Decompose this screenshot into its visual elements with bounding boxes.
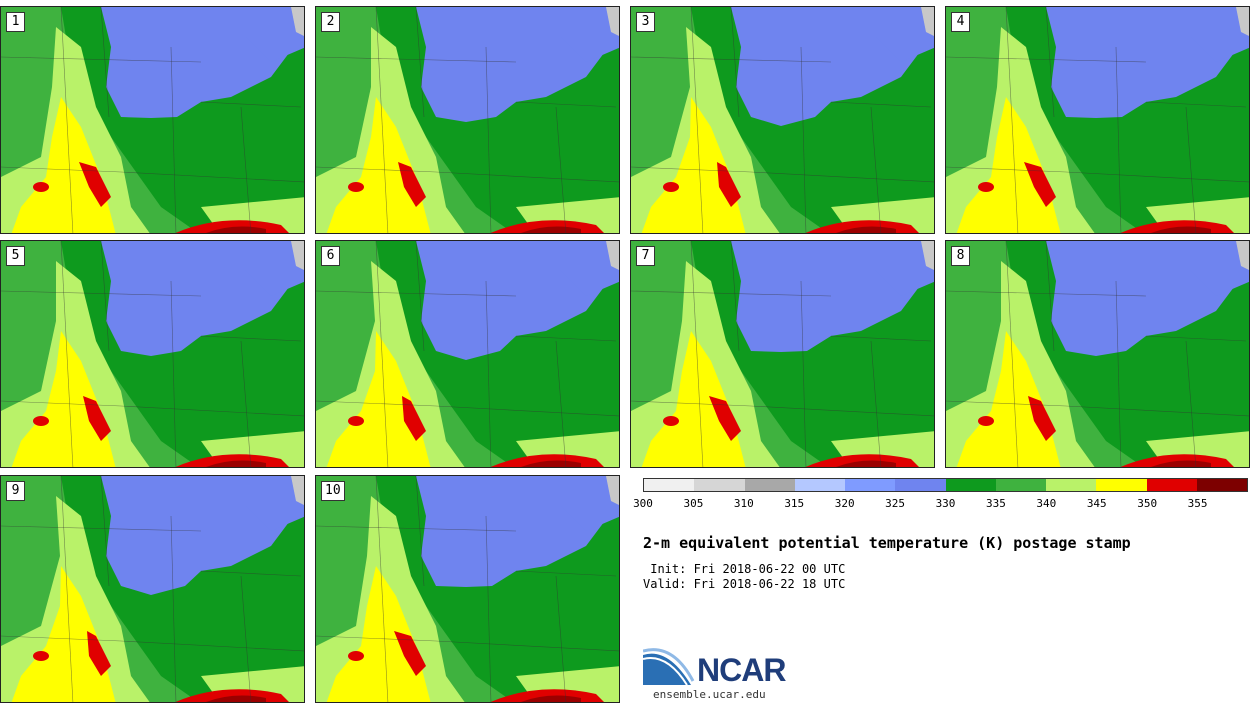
- colorbar-segment: [744, 479, 795, 491]
- member-number-label: 6: [321, 246, 340, 266]
- ensemble-member-panel-3[interactable]: 3: [630, 6, 935, 234]
- ensemble-member-panel-2[interactable]: 2: [315, 6, 620, 234]
- theta-e-map: [631, 7, 934, 233]
- colorbar-tick-label: 355: [1187, 497, 1208, 510]
- colorbar-tick-label: 345: [1086, 497, 1107, 510]
- colorbar-segment: [995, 479, 1046, 491]
- ensemble-member-panel-8[interactable]: 8: [945, 240, 1250, 468]
- colorbar-tick-labels: 300 305 310 315 320 325 330 335 340 345 350 355: [633, 497, 1248, 513]
- ensemble-member-panel-1[interactable]: 1: [0, 6, 305, 234]
- colorbar-segment: [694, 479, 745, 491]
- member-number-label: 5: [6, 246, 25, 266]
- theta-e-map: [316, 241, 619, 467]
- ensemble-member-panel-5[interactable]: 5: [0, 240, 305, 468]
- colorbar-segment: [644, 479, 695, 491]
- colorbar-segment: [945, 479, 996, 491]
- logo-url: ensemble.ucar.edu: [653, 688, 766, 701]
- colorbar-tick-label: 315: [784, 497, 805, 510]
- valid-time: Valid: Fri 2018-06-22 18 UTC: [643, 577, 846, 591]
- colorbar-tick-label: 340: [1036, 497, 1057, 510]
- colorbar-segment: [1146, 479, 1197, 491]
- theta-e-map: [316, 476, 619, 702]
- member-number-label: 3: [636, 12, 655, 32]
- ensemble-member-panel-4[interactable]: 4: [945, 6, 1250, 234]
- member-number-label: 8: [951, 246, 970, 266]
- colorbar-segment: [1096, 479, 1147, 491]
- colorbar-tick-label: 330: [935, 497, 956, 510]
- member-number-label: 10: [321, 481, 345, 501]
- plot-title: 2-m equivalent potential temperature (K)…: [643, 534, 1131, 552]
- member-number-label: 2: [321, 12, 340, 32]
- colorbar-segment: [845, 479, 896, 491]
- member-number-label: 9: [6, 481, 25, 501]
- theta-e-map: [946, 7, 1249, 233]
- theta-e-map: [1, 476, 304, 702]
- colorbar-tick-label: 320: [834, 497, 855, 510]
- theta-e-map: [1, 241, 304, 467]
- init-time: Init: Fri 2018-06-22 00 UTC: [643, 562, 846, 576]
- theta-e-map: [631, 241, 934, 467]
- ensemble-member-panel-10[interactable]: 10: [315, 475, 620, 703]
- ensemble-member-panel-7[interactable]: 7: [630, 240, 935, 468]
- theta-e-map: [316, 7, 619, 233]
- member-number-label: 4: [951, 12, 970, 32]
- colorbar-segment: [1196, 479, 1247, 491]
- colorbar: [643, 478, 1248, 492]
- colorbar-tick-label: 300: [633, 497, 653, 510]
- ensemble-member-panel-9[interactable]: 9: [0, 475, 305, 703]
- theta-e-map: [946, 241, 1249, 467]
- colorbar-tick-label: 335: [985, 497, 1006, 510]
- colorbar-tick-label: 310: [733, 497, 754, 510]
- colorbar-tick-label: 325: [885, 497, 906, 510]
- theta-e-map: [1, 7, 304, 233]
- member-number-label: 1: [6, 12, 25, 32]
- colorbar-tick-label: 305: [683, 497, 704, 510]
- colorbar-segment: [1046, 479, 1097, 491]
- colorbar-tick-label: 350: [1137, 497, 1158, 510]
- member-number-label: 7: [636, 246, 655, 266]
- ensemble-member-panel-6[interactable]: 6: [315, 240, 620, 468]
- colorbar-segment: [895, 479, 946, 491]
- colorbar-segment: [794, 479, 845, 491]
- ncar-logo-text: NCAR: [697, 652, 786, 688]
- ncar-logo-icon: [643, 648, 695, 686]
